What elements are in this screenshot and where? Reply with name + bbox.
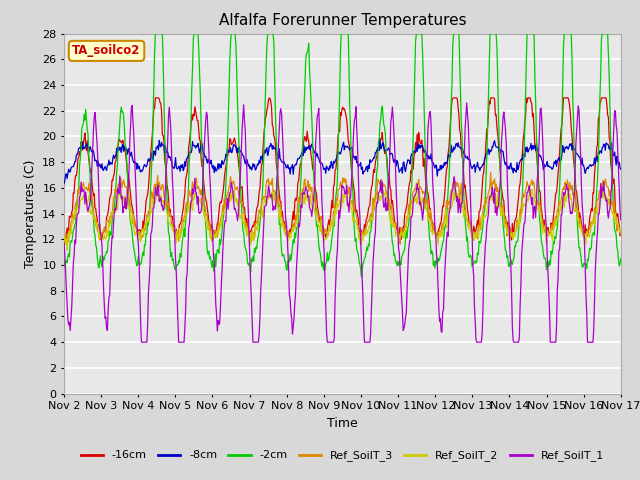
-2cm	[70, 226, 78, 232]
Ref_SoilT_1	[185, 225, 193, 231]
Ref_SoilT_2	[185, 201, 193, 206]
-2cm	[428, 248, 436, 254]
-2cm	[152, 31, 159, 36]
Ref_SoilT_2	[411, 199, 419, 204]
-16cm	[214, 218, 222, 224]
Line: -16cm: -16cm	[64, 98, 621, 245]
Ref_SoilT_2	[428, 228, 435, 234]
Ref_SoilT_2	[451, 183, 459, 189]
Ref_SoilT_3	[428, 212, 435, 217]
Ref_SoilT_2	[128, 213, 136, 218]
Line: Ref_SoilT_3: Ref_SoilT_3	[64, 172, 621, 244]
Ref_SoilT_2	[60, 231, 68, 237]
Ref_SoilT_1	[617, 217, 625, 223]
-8cm	[214, 165, 221, 171]
-16cm	[411, 151, 419, 156]
Line: Ref_SoilT_2: Ref_SoilT_2	[64, 186, 621, 251]
Line: -8cm: -8cm	[64, 138, 621, 184]
Y-axis label: Temperatures (C): Temperatures (C)	[24, 159, 36, 268]
Ref_SoilT_1	[138, 339, 145, 345]
Ref_SoilT_3	[184, 201, 192, 207]
-2cm	[358, 274, 365, 280]
-8cm	[411, 148, 419, 154]
-16cm	[617, 232, 625, 238]
Ref_SoilT_1	[60, 240, 68, 246]
Ref_SoilT_2	[71, 207, 79, 213]
Ref_SoilT_3	[617, 231, 625, 237]
Ref_SoilT_3	[411, 186, 419, 192]
Ref_SoilT_1	[70, 253, 78, 259]
-16cm	[152, 95, 159, 101]
Ref_SoilT_3	[127, 207, 135, 213]
-16cm	[127, 200, 135, 206]
-2cm	[412, 38, 419, 44]
-8cm	[184, 154, 192, 160]
Line: -2cm: -2cm	[64, 34, 621, 277]
-16cm	[70, 191, 78, 196]
-8cm	[617, 167, 625, 172]
-2cm	[185, 179, 193, 184]
Ref_SoilT_2	[63, 248, 71, 253]
Ref_SoilT_3	[70, 217, 78, 223]
Ref_SoilT_1	[411, 192, 419, 198]
Legend: -16cm, -8cm, -2cm, Ref_SoilT_3, Ref_SoilT_2, Ref_SoilT_1: -16cm, -8cm, -2cm, Ref_SoilT_3, Ref_Soil…	[76, 446, 609, 466]
Ref_SoilT_3	[60, 235, 68, 240]
Ref_SoilT_3	[396, 241, 404, 247]
-16cm	[428, 217, 435, 223]
Ref_SoilT_1	[463, 100, 470, 106]
Ref_SoilT_3	[487, 169, 495, 175]
Ref_SoilT_3	[214, 234, 221, 240]
-8cm	[127, 149, 135, 155]
Ref_SoilT_1	[214, 317, 222, 323]
Title: Alfalfa Forerunner Temperatures: Alfalfa Forerunner Temperatures	[219, 13, 466, 28]
Text: TA_soilco2: TA_soilco2	[72, 44, 141, 58]
Line: Ref_SoilT_1: Ref_SoilT_1	[64, 103, 621, 342]
-8cm	[60, 181, 68, 187]
Ref_SoilT_2	[617, 229, 625, 235]
-8cm	[428, 151, 435, 156]
Ref_SoilT_2	[214, 232, 222, 238]
-2cm	[214, 247, 222, 252]
X-axis label: Time: Time	[327, 417, 358, 430]
-8cm	[70, 162, 78, 168]
-2cm	[127, 223, 135, 229]
Ref_SoilT_1	[428, 122, 435, 128]
-2cm	[60, 256, 68, 262]
-8cm	[376, 135, 384, 141]
-16cm	[185, 144, 193, 150]
-16cm	[60, 242, 68, 248]
Ref_SoilT_1	[127, 105, 135, 110]
-2cm	[617, 256, 625, 262]
